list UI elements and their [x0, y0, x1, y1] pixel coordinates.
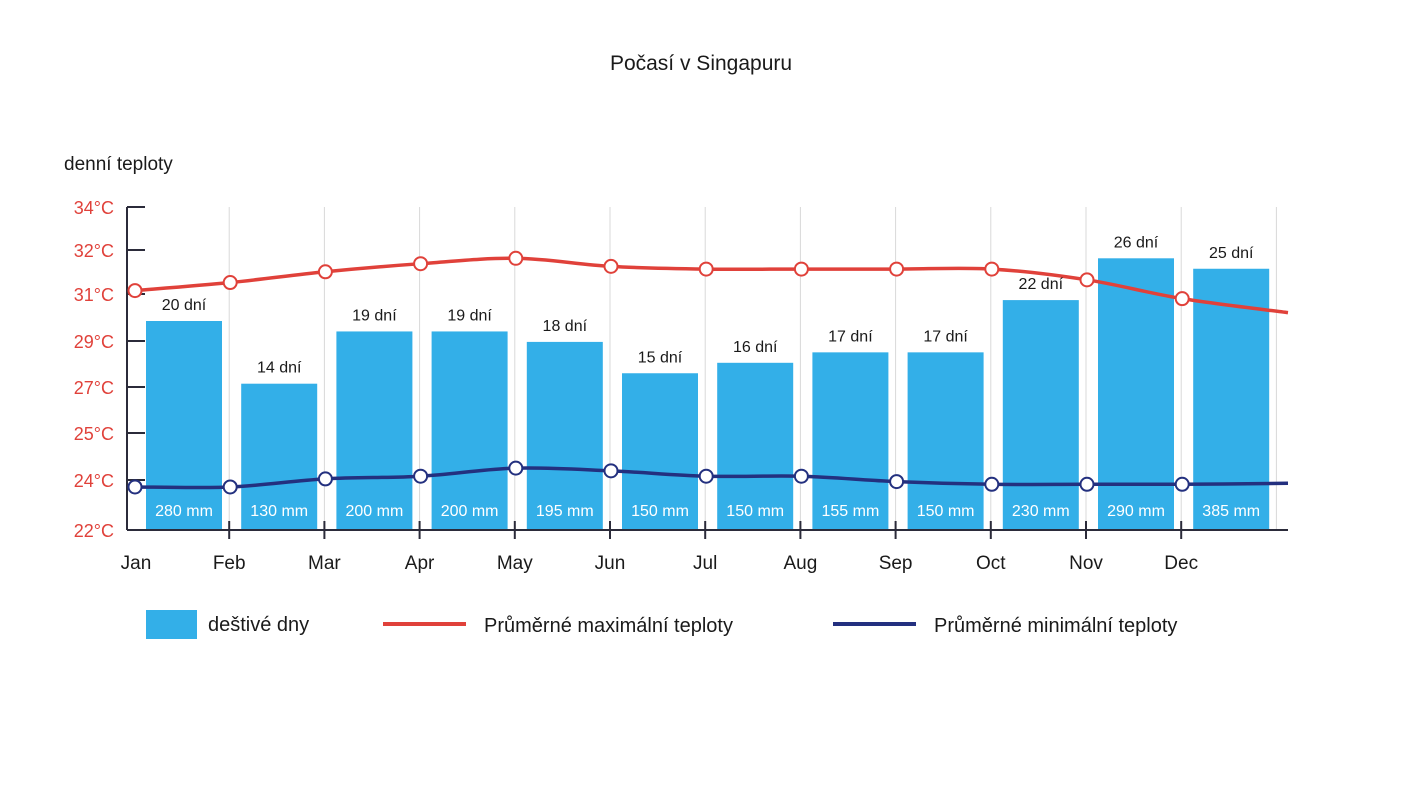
y-axis-label: denní teploty: [64, 154, 173, 175]
bar-aug: [812, 352, 889, 530]
max-temp-point: [984, 261, 1000, 277]
rainy-days-label: 17 dní: [828, 328, 873, 345]
x-tick-label: Mar: [308, 553, 341, 574]
rainy-days-label: 26 dní: [1114, 234, 1159, 251]
legend-swatch-rainy-days: [146, 610, 197, 639]
legend-label-max-temp: Průměrné maximální teploty: [484, 615, 733, 637]
rainy-days-label: 16 dní: [733, 339, 778, 356]
bar-dec: [1193, 268, 1270, 530]
rainfall-label: 200 mm: [346, 503, 404, 520]
x-tick-label: Jun: [595, 553, 626, 574]
x-tick-label: Dec: [1164, 553, 1198, 574]
rainy-days-label: 14 dní: [257, 360, 302, 377]
max-temp-point: [222, 275, 238, 291]
bars: [146, 258, 1270, 530]
min-temp-point: [793, 468, 809, 484]
y-tick-label: 29°C: [74, 332, 114, 352]
bar-nov: [1098, 258, 1174, 530]
legend-label-rainy-days: deštivé dny: [208, 614, 309, 636]
bar-mar: [336, 331, 413, 530]
min-temp-point: [1174, 476, 1190, 492]
rainfall-label: 290 mm: [1107, 503, 1165, 520]
y-tick-label: 24°C: [74, 471, 114, 491]
x-tick-label: Nov: [1069, 553, 1103, 574]
x-tick-label: Aug: [783, 553, 817, 574]
y-tick-label: 34°C: [74, 198, 114, 218]
max-temp-point: [889, 261, 905, 277]
y-tick-label: 25°C: [74, 424, 114, 444]
rainfall-label: 280 mm: [155, 503, 213, 520]
rainfall-label: 150 mm: [631, 503, 689, 520]
max-temp-point: [698, 261, 714, 277]
bar-may: [526, 341, 603, 530]
max-temp-point: [603, 258, 619, 274]
rainfall-label: 130 mm: [250, 503, 308, 520]
legend-label-min-temp: Průměrné minimální teploty: [934, 615, 1177, 637]
max-temp-point: [793, 261, 809, 277]
rainfall-label: 230 mm: [1012, 503, 1070, 520]
rainy-days-label: 25 dní: [1209, 245, 1254, 262]
x-tick-label: Apr: [405, 553, 435, 574]
min-temp-point: [889, 474, 905, 490]
min-temp-point: [698, 468, 714, 484]
min-temp-point: [1079, 476, 1095, 492]
rainfall-label: 150 mm: [917, 503, 975, 520]
max-temp-point: [1174, 291, 1190, 307]
rainfall-label: 385 mm: [1202, 503, 1260, 520]
x-tick-label: Sep: [879, 553, 913, 574]
bar-jun: [622, 373, 698, 530]
x-tick-label: Jul: [693, 553, 717, 574]
rainfall-label: 150 mm: [726, 503, 784, 520]
rainy-days-label: 19 dní: [447, 307, 492, 324]
chart-title: Počasí v Singapuru: [610, 52, 792, 75]
max-temp-point: [317, 264, 333, 280]
lines: [127, 250, 1289, 495]
x-tick-label: Oct: [976, 553, 1006, 574]
x-tick-label: Feb: [213, 553, 246, 574]
y-tick-label: 27°C: [74, 378, 114, 398]
legend: deštivé dny Průměrné maximální teploty Prů…: [146, 610, 1177, 639]
max-temp-point: [1079, 272, 1095, 288]
y-tick-label: 32°C: [74, 241, 114, 261]
bar-feb: [241, 383, 318, 530]
max-temp-point: [413, 256, 429, 272]
labels: 20 dní 280 mm 14 dní 130 mm 19 dní 200 mm 19 d…: [155, 234, 1260, 520]
min-temp-point: [603, 463, 619, 479]
max-temp-point: [508, 250, 524, 266]
y-tick-label: 22°C: [74, 521, 114, 541]
rainy-days-label: 18 dní: [543, 318, 588, 335]
min-temp-point: [127, 479, 143, 495]
rainy-days-label: 19 dní: [352, 307, 397, 324]
min-temp-point: [317, 471, 333, 487]
x-tick-label: Jan: [121, 553, 152, 574]
bar-jul: [717, 362, 794, 530]
rainfall-label: 155 mm: [822, 503, 880, 520]
rainfall-label: 200 mm: [441, 503, 499, 520]
x-tick-label: May: [497, 553, 533, 574]
min-temp-point: [222, 479, 238, 495]
rainy-days-label: 15 dní: [638, 349, 683, 366]
min-temp-point: [984, 476, 1000, 492]
rainfall-label: 195 mm: [536, 503, 594, 520]
bar-apr: [431, 331, 508, 530]
axes: 34°C 32°C 31°C 29°C 27°C 25°C 24°C 22°C Jan Feb Ma…: [74, 198, 1288, 574]
y-tick-label: 31°C: [74, 285, 114, 305]
rainy-days-label: 20 dní: [162, 297, 207, 314]
max-temp-point: [127, 283, 143, 299]
rainy-days-label: 22 dní: [1019, 276, 1064, 293]
bar-jan: [146, 321, 222, 530]
bar-oct: [1002, 300, 1079, 530]
bar-sep: [907, 352, 984, 530]
rainy-days-label: 17 dní: [923, 328, 968, 345]
min-temp-point: [413, 468, 429, 484]
min-temp-point: [508, 460, 524, 476]
